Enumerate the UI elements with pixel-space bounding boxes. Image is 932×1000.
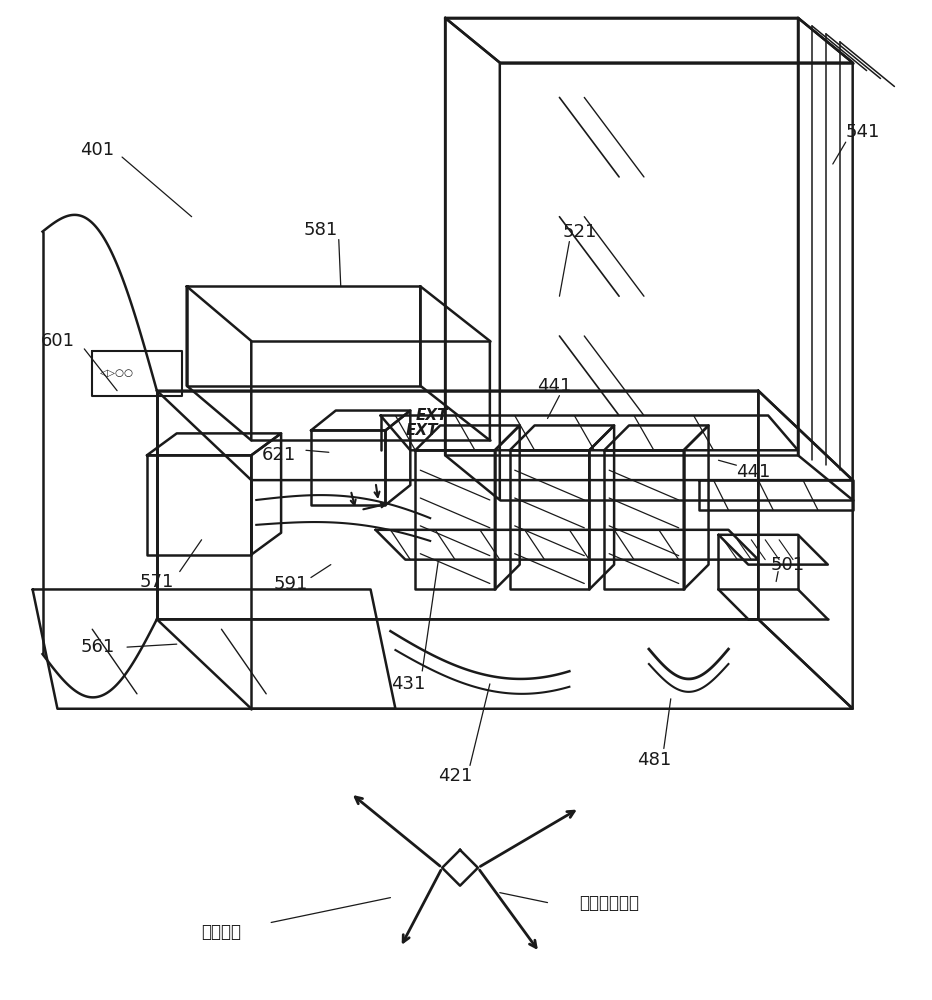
Text: 401: 401 [80, 141, 115, 159]
Text: ◁▷○○: ◁▷○○ [101, 368, 134, 378]
Text: 441: 441 [736, 463, 771, 481]
Text: 421: 421 [438, 767, 473, 785]
Text: 591: 591 [274, 575, 308, 593]
Text: 行进方向: 行进方向 [201, 923, 241, 941]
Text: EXT: EXT [416, 408, 447, 423]
Text: 481: 481 [637, 751, 671, 769]
Text: 601: 601 [40, 332, 75, 350]
Text: 501: 501 [771, 556, 805, 574]
Text: 571: 571 [140, 573, 174, 591]
Text: EXT: EXT [405, 423, 438, 438]
Text: 581: 581 [304, 221, 338, 239]
Text: 621: 621 [262, 446, 296, 464]
Text: 561: 561 [80, 638, 115, 656]
Text: 541: 541 [845, 123, 880, 141]
Text: 往复运动方向: 往复运动方向 [579, 894, 639, 912]
Text: 521: 521 [562, 223, 596, 241]
Text: 441: 441 [537, 377, 571, 395]
Text: 431: 431 [391, 675, 426, 693]
